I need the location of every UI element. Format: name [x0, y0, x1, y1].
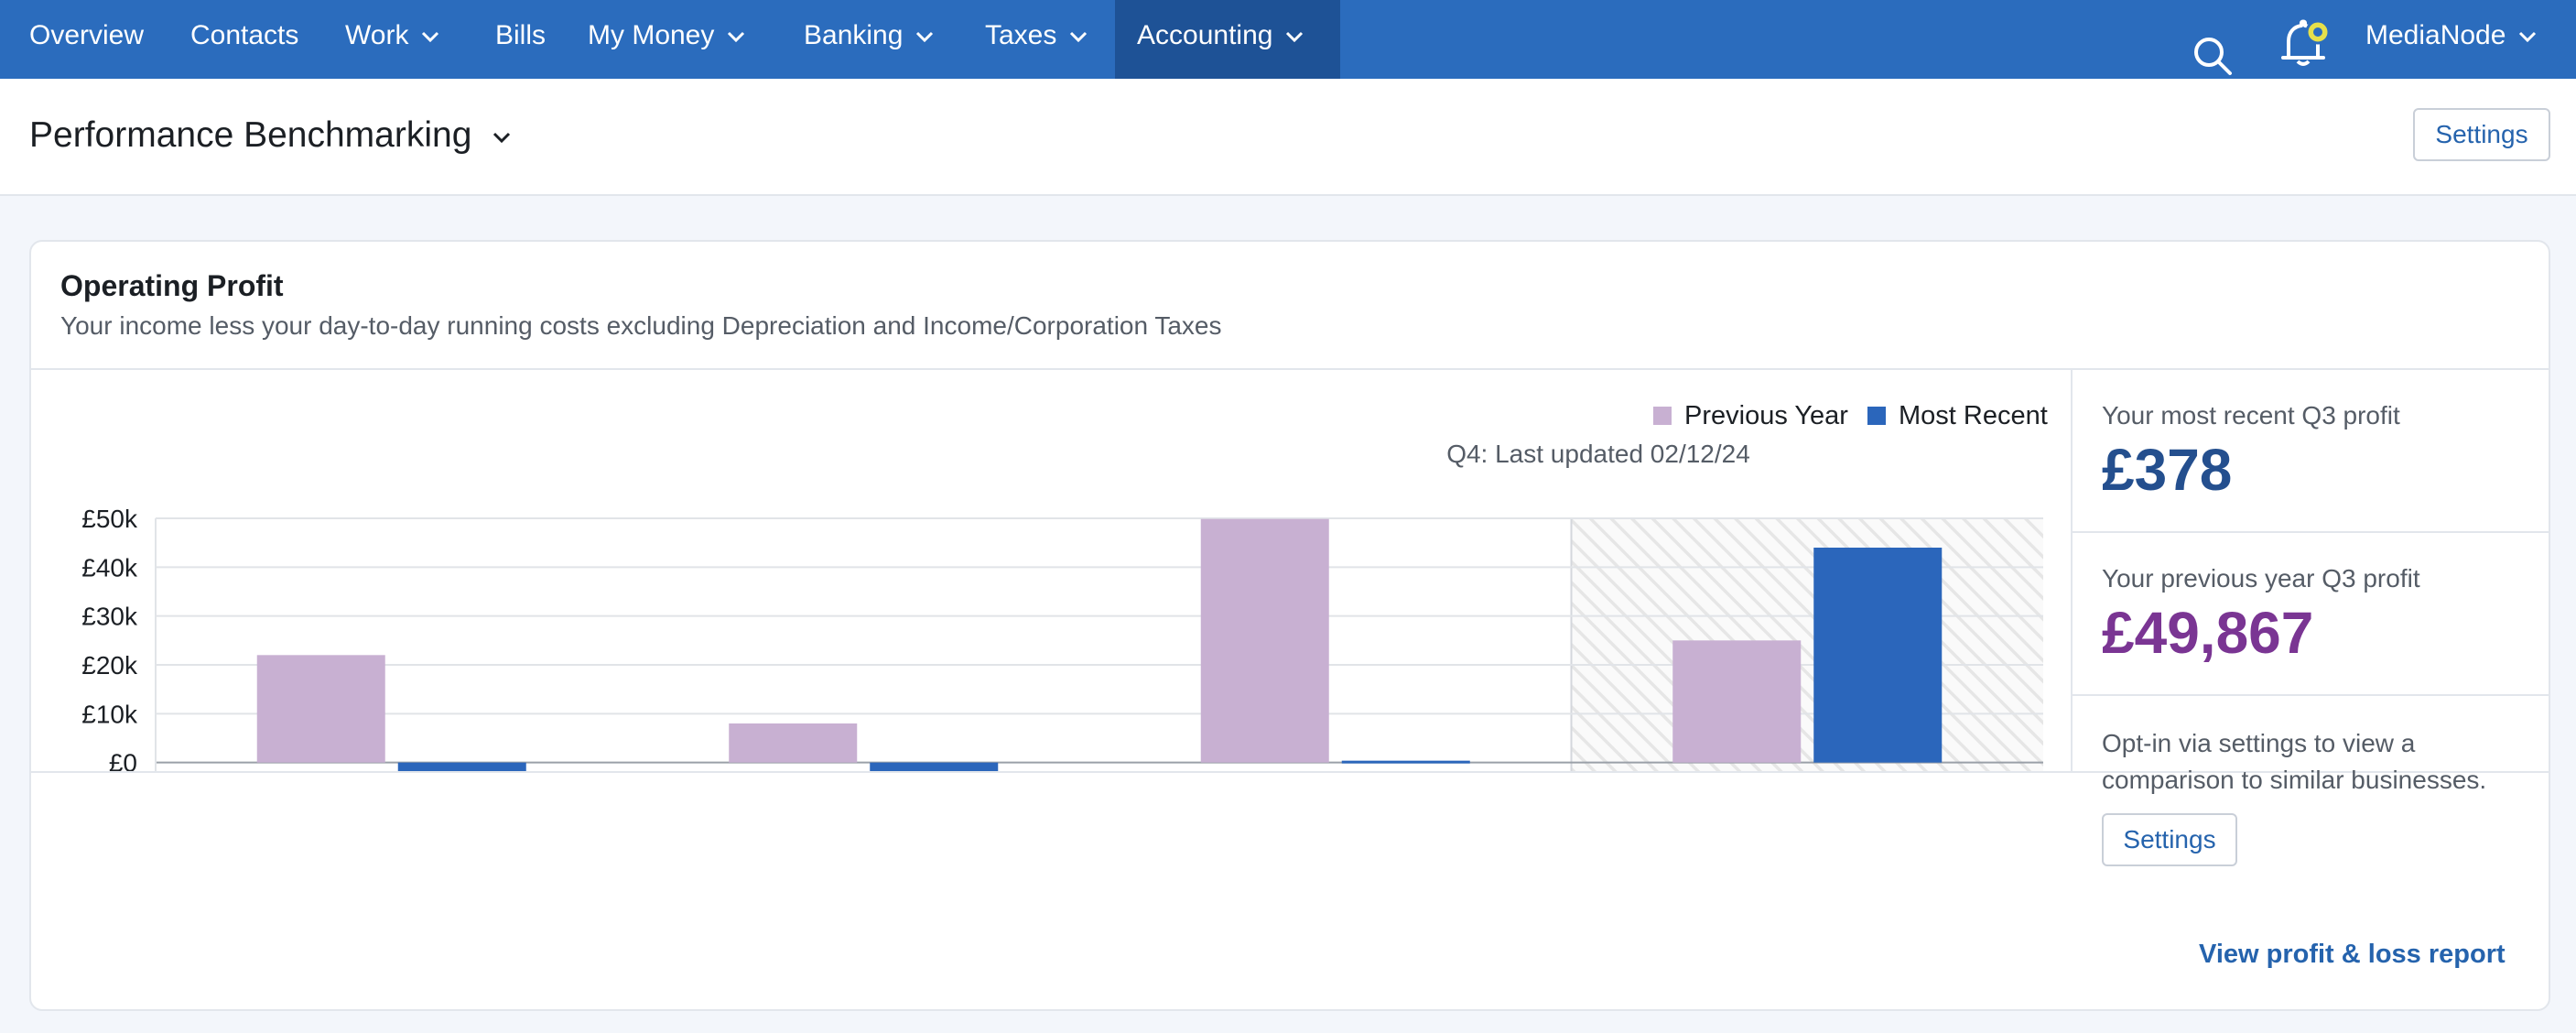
chevron-down-icon: [1286, 32, 1304, 43]
chevron-down-icon: [916, 32, 934, 43]
nav-my-money-label: My Money: [588, 20, 715, 50]
chevron-down-icon: [728, 32, 745, 43]
bar-most-recent: [1341, 760, 1470, 764]
bar-most-recent: [1813, 548, 1943, 763]
y-tick-label: £0: [109, 749, 137, 771]
previous-profit-label: Your previous year Q3 profit: [2102, 564, 2420, 593]
nav-bills[interactable]: Bills: [495, 0, 546, 79]
nav-bills-label: Bills: [495, 20, 547, 50]
previous-profit-value: £49,867: [2102, 600, 2314, 666]
page-title-dropdown[interactable]: Performance Benchmarking: [29, 115, 511, 156]
card-subtitle: Your income less your day-to-day running…: [60, 311, 1222, 340]
nav-work[interactable]: Work: [345, 0, 439, 79]
chevron-down-icon: [493, 132, 511, 143]
divider: [2073, 694, 2549, 696]
bell-icon[interactable]: [2278, 2, 2334, 81]
operating-profit-chart: -£10k£0£10k£20k£30k£40k£50kQ1 (Jan - Mar…: [81, 401, 2048, 771]
nav-contacts[interactable]: Contacts: [190, 0, 298, 79]
page-header: Performance Benchmarking Settings: [0, 79, 2576, 196]
optin-settings-button[interactable]: Settings: [2102, 813, 2237, 866]
bar-previous-year: [1200, 518, 1329, 763]
hatched-region: [1571, 518, 2043, 771]
bar-most-recent: [870, 762, 999, 771]
top-navigation: Overview Contacts Work Bills My Money Ba…: [0, 0, 2576, 79]
bar-most-recent: [397, 762, 526, 771]
recent-profit-value: £378: [2102, 437, 2233, 503]
nav-overview-label: Overview: [29, 20, 145, 50]
bar-previous-year: [256, 655, 385, 763]
y-tick-label: £40k: [81, 553, 138, 582]
operating-profit-card: Operating Profit Your income less your d…: [29, 240, 2550, 1011]
legend-swatch-most-recent: [1867, 407, 1886, 425]
nav-taxes[interactable]: Taxes: [985, 0, 1088, 79]
divider: [2073, 531, 2549, 533]
recent-profit-label: Your most recent Q3 profit: [2102, 401, 2400, 430]
legend-label-previous-year: Previous Year: [1684, 401, 1848, 430]
nav-overview[interactable]: Overview: [29, 0, 144, 79]
chevron-down-icon: [1070, 32, 1088, 43]
settings-button[interactable]: Settings: [2413, 108, 2550, 161]
card-title: Operating Profit: [60, 269, 284, 302]
divider: [31, 368, 2549, 370]
chevron-down-icon: [422, 32, 439, 43]
chart-annotation: Q4: Last updated 02/12/24: [1446, 440, 1750, 468]
page-title: Performance Benchmarking: [29, 115, 472, 155]
legend-swatch-previous-year: [1653, 407, 1672, 425]
bar-previous-year: [729, 723, 858, 763]
divider: [2071, 368, 2073, 771]
y-tick-label: £20k: [81, 651, 138, 680]
chevron-down-icon: [2519, 32, 2537, 43]
nav-banking[interactable]: Banking: [804, 0, 934, 79]
account-name: MediaNode: [2365, 20, 2506, 50]
y-tick-label: £30k: [81, 603, 138, 631]
y-tick-label: £10k: [81, 700, 138, 728]
divider: [31, 771, 2549, 773]
nav-contacts-label: Contacts: [190, 20, 299, 50]
bar-previous-year: [1672, 640, 1802, 763]
optin-text: Opt-in via settings to view a comparison…: [2102, 729, 2487, 794]
nav-taxes-label: Taxes: [985, 20, 1057, 50]
search-icon[interactable]: [2192, 16, 2234, 95]
nav-work-label: Work: [345, 20, 409, 50]
nav-accounting[interactable]: Accounting: [1115, 0, 1340, 79]
nav-accounting-label: Accounting: [1137, 20, 1273, 50]
nav-my-money[interactable]: My Money: [588, 0, 745, 79]
y-tick-label: £50k: [81, 505, 138, 533]
view-profit-loss-link[interactable]: View profit & loss report: [2199, 940, 2506, 969]
account-menu[interactable]: MediaNode: [2365, 0, 2537, 79]
legend-label-most-recent: Most Recent: [1899, 401, 2048, 430]
nav-banking-label: Banking: [804, 20, 904, 50]
annotation-background: [1415, 433, 1781, 473]
